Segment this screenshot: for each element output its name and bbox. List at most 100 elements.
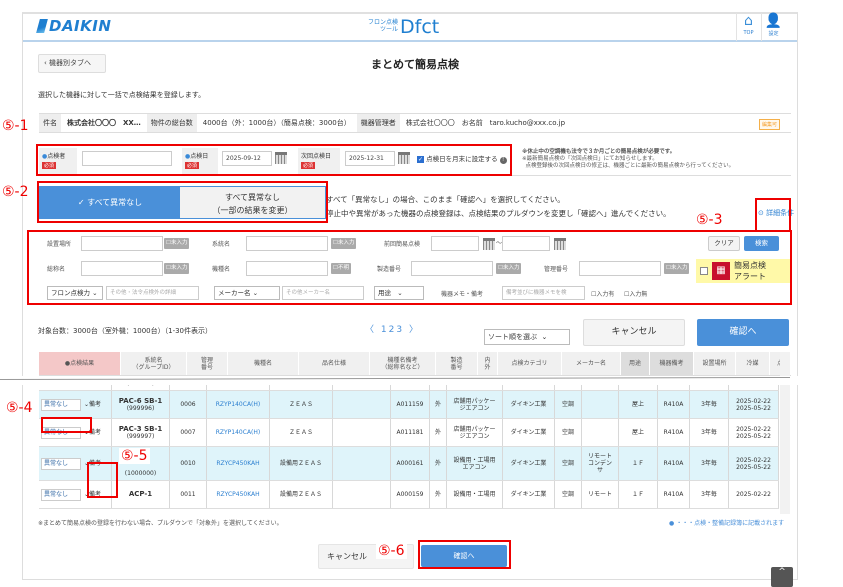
search-button[interactable]: 検索 [744, 236, 779, 251]
detail-conditions-toggle[interactable]: ⊙ 詳細条件 [758, 209, 795, 217]
prev-page[interactable]: 〈 [365, 325, 377, 335]
mgmt-label: 管理番号 [544, 266, 569, 273]
model-value[interactable]: RZYP140CA(H) [215, 429, 261, 436]
column-header[interactable]: 管理 番号 [187, 352, 228, 375]
table-cell: 外 [430, 391, 447, 418]
confirm-button-bottom[interactable]: 確認へ [421, 545, 507, 567]
result-select[interactable]: 異常なし [41, 488, 81, 501]
freon-detail-input[interactable]: その他・法令点検外の詳細 [106, 286, 199, 300]
io-value: 外 [434, 401, 441, 408]
unknown-toggle[interactable]: ☐不明 [331, 263, 351, 274]
mgmt-input[interactable] [579, 261, 661, 276]
next-date-input[interactable]: 2025-12-31 [345, 151, 395, 166]
table-cell: RZYP140CA(H) [207, 391, 270, 418]
info-icon[interactable]: ! [499, 157, 507, 164]
other-maker-input[interactable]: その他メーカー名 [282, 286, 364, 300]
page-3[interactable]: 3 [396, 325, 405, 335]
next-page[interactable]: 〉 [408, 325, 420, 335]
column-header[interactable]: 機種名備考 （総称名など） [370, 352, 436, 375]
case-label: 件名 [39, 114, 61, 132]
table-row: 異常なし⌄備考 (999995) 0005 A011160外シエアコンダイキン工業空調… [39, 385, 779, 391]
nickname-input[interactable] [81, 261, 163, 276]
column-header[interactable]: メーカー名 [562, 352, 621, 375]
table-cell [333, 481, 391, 508]
scroll-to-top-button[interactable]: ^ [771, 567, 793, 587]
annotation-label-5-2: ⑤-2 [2, 184, 29, 200]
column-header[interactable]: 設置場所 [694, 352, 736, 375]
column-header[interactable]: 内 外 [478, 352, 498, 375]
remark-toggle[interactable]: ⌄備考 [84, 401, 102, 408]
column-header[interactable]: 点検カテゴリ [498, 352, 562, 375]
unentered-toggle[interactable]: ☐未入力 [664, 263, 690, 274]
result-select[interactable]: 異常なし [41, 398, 81, 411]
table-cell: ACP-1 [112, 481, 170, 508]
has-input-checkbox[interactable]: ☐入力有 [591, 291, 615, 298]
table-cell: 空調 [555, 419, 582, 446]
model-input[interactable] [246, 261, 328, 276]
location-input[interactable] [81, 236, 163, 251]
freon-inspection-select[interactable]: フロン点検力 ⌄ [47, 286, 103, 300]
unentered-toggle[interactable]: ☐未入力 [164, 238, 190, 249]
page-1[interactable]: 1 [380, 325, 389, 335]
column-header[interactable]: 系統名 （グループID） [121, 352, 187, 375]
top-button[interactable]: ⌂ TOP [736, 13, 760, 41]
column-header[interactable]: 品名仕様 [299, 352, 370, 375]
unentered-toggle[interactable]: ☐未入力 [331, 238, 357, 249]
table-cell: ダイキン工業 [503, 419, 555, 446]
screenshot-break [0, 376, 843, 385]
confirm-button-top[interactable]: 確認へ [697, 319, 789, 346]
maker-select[interactable]: メーカー名 ⌄ [214, 286, 280, 300]
group-id: (999995) [127, 385, 155, 387]
unentered-toggle[interactable]: ☐未入力 [164, 263, 190, 274]
calendar-icon[interactable] [275, 152, 287, 164]
last-check-from-input[interactable] [431, 236, 479, 251]
alert-checkbox[interactable] [700, 267, 708, 275]
calendar-icon[interactable] [554, 238, 566, 250]
column-header[interactable]: 機器備考 [650, 352, 694, 375]
all-normal-change-option[interactable]: すべて異常なし （一部の結果を変更） [180, 187, 325, 218]
sort-select[interactable]: ソート順を選ぶ ⌄ [484, 329, 570, 345]
model-value[interactable]: RZYCP450KAH [216, 491, 260, 498]
last-check-to-input[interactable] [502, 236, 550, 251]
inspector-input[interactable] [82, 151, 172, 166]
column-header[interactable]: 用途 [621, 352, 650, 375]
month-end-checkbox[interactable]: ✓ 点検日を月末に設定する ! [417, 153, 507, 164]
column-header[interactable]: ●点検結果 [39, 352, 121, 375]
no-input-checkbox[interactable]: ☐入力無 [624, 291, 648, 298]
table-cell: １Ｆ [619, 481, 658, 508]
inspection-date-input[interactable]: 2025-09-12 [222, 151, 272, 166]
back-to-equipment-tab-button[interactable]: ‹ 機器別タブへ [38, 54, 106, 73]
model-value[interactable]: RZYP140CA(H) [215, 401, 261, 408]
system-input[interactable] [246, 236, 328, 251]
table-scrollbar[interactable] [780, 352, 790, 514]
table-cell: R410A [658, 481, 690, 508]
table-cell: 空調 [555, 481, 582, 508]
daikin-logo[interactable]: DAIKIN [36, 17, 111, 35]
memo-input[interactable]: 備考並びに機器メモを検 [502, 286, 585, 300]
clear-button[interactable]: クリア [708, 236, 740, 251]
all-normal-option[interactable]: ✓ すべて異常なし [40, 187, 180, 218]
use-select[interactable]: 用途 ⌄ [374, 286, 424, 300]
result-select[interactable]: 異常なし [41, 457, 81, 470]
serial-input[interactable] [411, 261, 493, 276]
maker-value: ダイキン工業 [510, 429, 547, 436]
model-value[interactable]: RZYCP450KAH [216, 460, 260, 467]
freq-value: 3年毎 [701, 491, 717, 498]
settings-button[interactable]: 👤 設定 [761, 13, 785, 41]
column-header[interactable]: 機種名 [228, 352, 299, 375]
result-count: 対象台数：3000台（室外機：1000台）（1-30件表示） [38, 327, 213, 335]
instructions: すべて「異常なし」の場合、このまま「確認へ」を選択してください。 停止中や異常があ… [326, 195, 671, 218]
table-cell: R410A [658, 447, 690, 480]
remark-toggle[interactable]: ⌄備考 [84, 491, 102, 498]
table-cell: 空調 [555, 385, 582, 390]
column-header[interactable]: 冷媒 [736, 352, 770, 375]
cancel-button-top[interactable]: キャンセル [583, 319, 685, 346]
memo-value: リモート [587, 491, 612, 498]
column-header[interactable]: 製造 番号 [436, 352, 478, 375]
unentered-toggle[interactable]: ☐未入力 [496, 263, 522, 274]
no-value: 0007 [180, 429, 196, 436]
page-2[interactable]: 2 [388, 325, 397, 335]
simple-inspection-alert-filter[interactable]: ▦ 簡易点検 アラート [696, 259, 790, 283]
calendar-icon[interactable] [398, 152, 410, 164]
calendar-icon[interactable] [483, 238, 495, 250]
